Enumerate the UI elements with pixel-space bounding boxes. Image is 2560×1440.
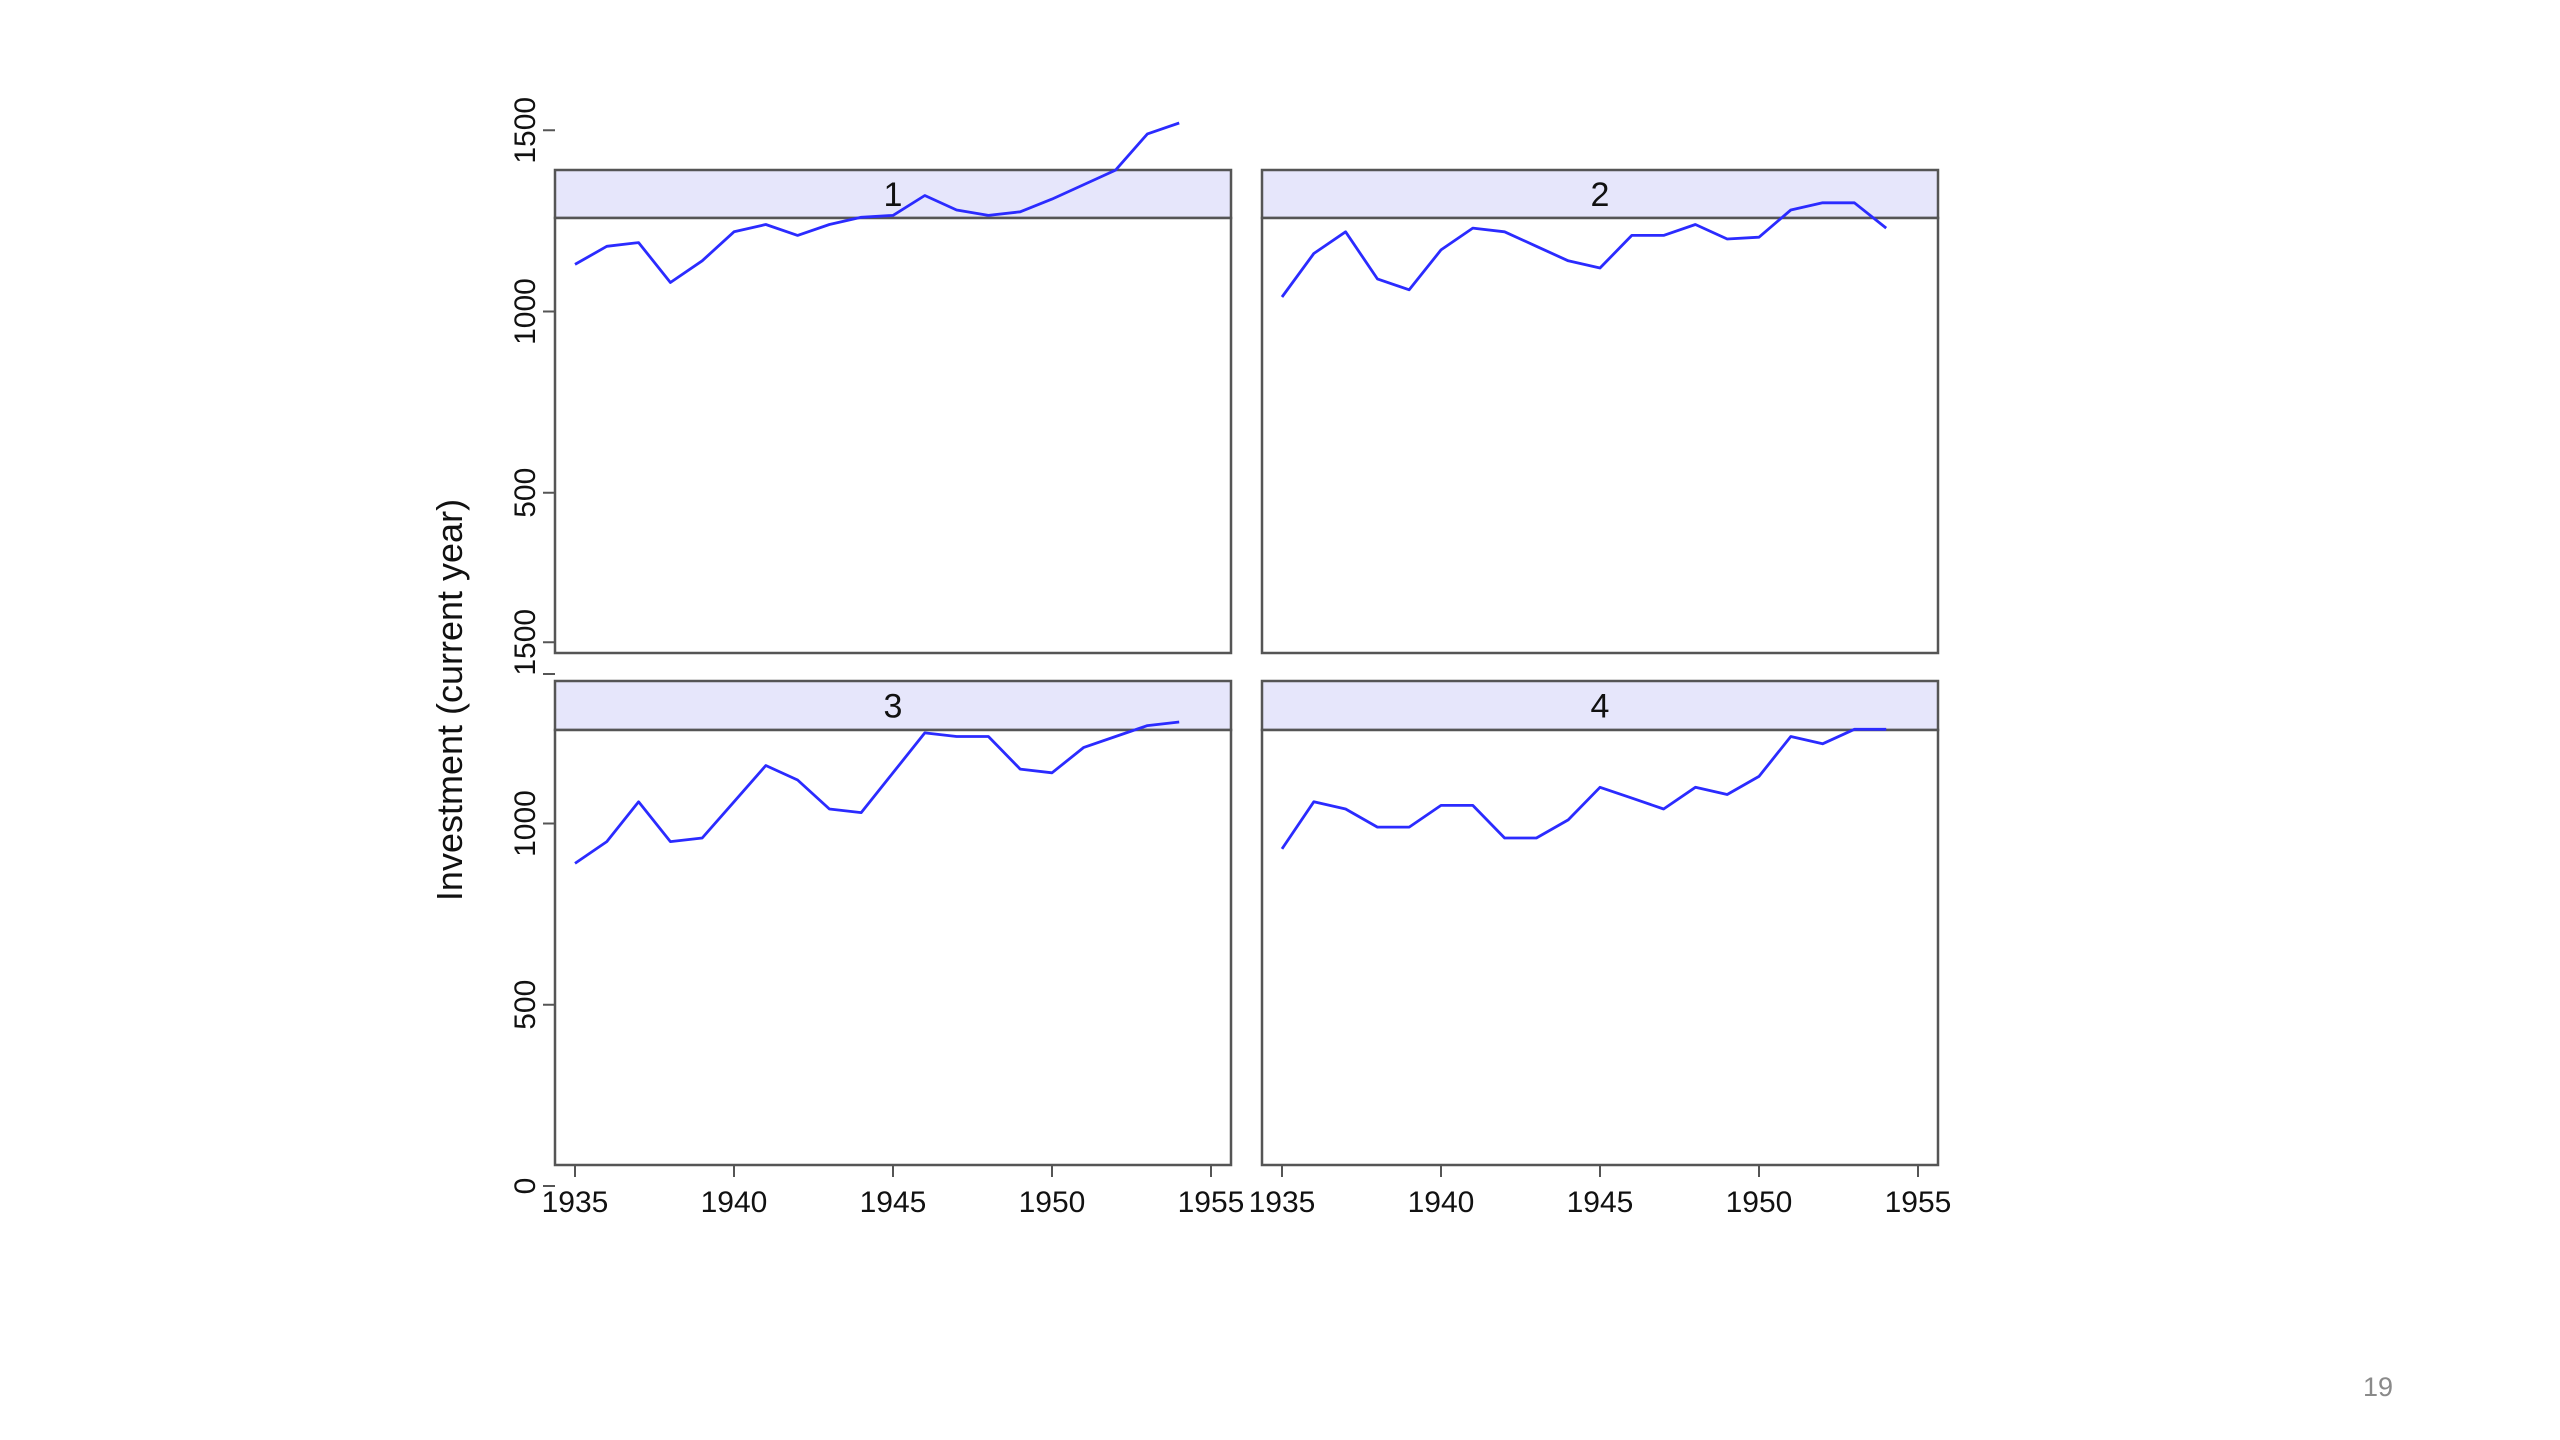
panel-2-series-line (1280, 201, 1888, 298)
panel-4-series-line (1280, 727, 1887, 850)
panel-1-plot-frame (553, 216, 1233, 655)
page-number: 19 (2362, 1372, 2393, 1402)
investment-panel-chart: 1 2 3 4 500 1000 1500 0 500 1000 1500 1935 1940 1945 1… (429, 97, 1951, 1219)
panel-2-header-label: 2 (1591, 176, 1610, 214)
x-tick-label-1935-col1: 1935 (542, 1186, 609, 1219)
panel-1-header (553, 168, 1233, 220)
x-tick-label-1940-col1: 1940 (701, 1186, 768, 1219)
x-tick-label-1935-col2: 1935 (1249, 1186, 1316, 1219)
y-axis-label: Investment (current year) (429, 499, 470, 901)
panel-2-plot-frame (1260, 216, 1940, 655)
y-tick-label-500-row1: 500 (509, 468, 542, 518)
panel-3-series-line (574, 720, 1180, 865)
panel-4-header-label: 4 (1591, 688, 1610, 726)
y-tick-label-1000-row2: 1000 (509, 790, 542, 857)
panel-2-header (1260, 168, 1940, 220)
x-tick-label-1945-col2: 1945 (1567, 1186, 1634, 1219)
y-tick-label-1000-row1: 1000 (509, 278, 542, 345)
x-tick-label-1940-col2: 1940 (1408, 1186, 1475, 1219)
panel-3-header-label: 3 (884, 688, 903, 726)
y-tick-label-500-row2: 500 (509, 980, 542, 1030)
y-tick-label-0-row2: 0 (509, 1178, 542, 1195)
x-tick-label-1950-col1: 1950 (1019, 1186, 1086, 1219)
x-tick-label-1955-col1: 1955 (1178, 1186, 1245, 1219)
panel-1-series-line (574, 121, 1180, 284)
panel-3-plot-frame (553, 728, 1233, 1167)
x-tick-label-1950-col2: 1950 (1726, 1186, 1793, 1219)
panel-1-header-label: 1 (884, 176, 903, 214)
y-tick-label-1500-row2: 1500 (509, 609, 542, 676)
panel-4-plot-frame (1260, 728, 1940, 1167)
x-tick-label-1955-col2: 1955 (1885, 1186, 1952, 1219)
panel-4-header (1260, 679, 1940, 732)
panel-3-header (553, 679, 1233, 732)
x-tick-label-1945-col1: 1945 (860, 1186, 927, 1219)
y-tick-label-1500-row1: 1500 (509, 97, 542, 164)
